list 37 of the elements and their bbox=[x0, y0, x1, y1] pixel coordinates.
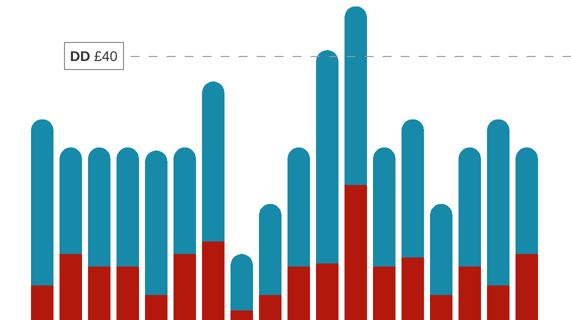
bar bbox=[31, 285, 54, 320]
bar bbox=[202, 82, 224, 242]
bar bbox=[402, 257, 424, 320]
bar bbox=[31, 119, 54, 286]
bar bbox=[116, 266, 139, 320]
bar bbox=[230, 310, 253, 320]
bar bbox=[230, 254, 253, 311]
bar bbox=[487, 285, 510, 320]
bar bbox=[344, 185, 367, 320]
bar bbox=[60, 254, 82, 320]
bar bbox=[145, 150, 168, 295]
bar bbox=[316, 264, 338, 320]
bar bbox=[487, 119, 510, 286]
bar bbox=[373, 147, 396, 267]
bar bbox=[60, 147, 82, 254]
bar bbox=[402, 119, 424, 258]
ref-line-label: DD £40 bbox=[70, 48, 118, 64]
bar bbox=[344, 6, 367, 186]
bar bbox=[458, 266, 481, 320]
bar bbox=[88, 266, 110, 320]
bar bbox=[373, 266, 396, 320]
bar bbox=[174, 254, 196, 320]
bar bbox=[88, 147, 110, 267]
bar bbox=[259, 294, 282, 320]
bar bbox=[316, 50, 338, 264]
bar bbox=[516, 147, 538, 254]
bar bbox=[202, 242, 224, 320]
bar bbox=[116, 147, 139, 267]
bar bbox=[145, 294, 168, 320]
bar bbox=[174, 147, 196, 254]
bar bbox=[516, 254, 538, 320]
bar bbox=[259, 204, 282, 295]
bar bbox=[458, 147, 481, 267]
bar bbox=[288, 147, 310, 267]
bar bbox=[288, 266, 310, 320]
bar bbox=[430, 294, 452, 320]
bar bbox=[430, 204, 452, 295]
